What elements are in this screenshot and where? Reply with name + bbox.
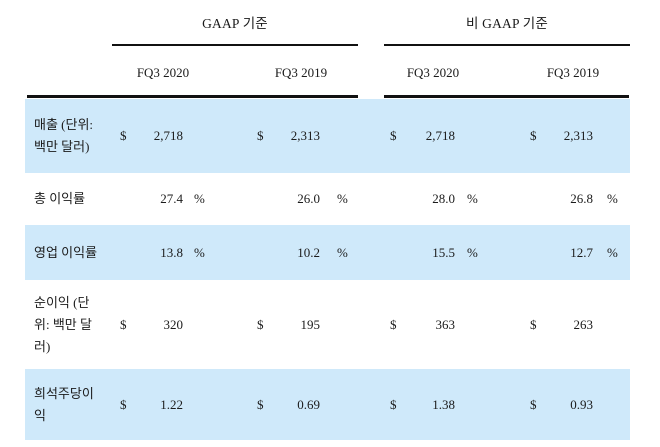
cell-value: 2,718: [153, 128, 183, 143]
non-gaap-header-rule: [384, 44, 630, 46]
cell-value: 1.38: [432, 396, 455, 412]
cell-group-non-gaap-2019: 12.7 %: [520, 225, 630, 280]
table-row-gross-margin: 총 이익률 27.4 % 26.0 % 28.0 % 26.8 %: [25, 173, 630, 225]
cell-group-gaap-2020: 27.4 %: [112, 173, 250, 225]
column-header-non-gaap-fq3-2020: FQ3 2020: [406, 65, 460, 80]
row-label: 희석주당이익: [34, 385, 94, 423]
cell-value: 26.0: [297, 191, 320, 206]
cell-unit: %: [194, 244, 205, 260]
currency-symbol: $: [257, 316, 264, 332]
currency-symbol: $: [120, 316, 127, 332]
currency-symbol: $: [120, 396, 127, 412]
cell-group-non-gaap-2019: $ 2,313: [520, 99, 630, 173]
cell-group-non-gaap-2019: $ 263: [520, 280, 630, 369]
cell-group-gaap-2020: $ 1.22: [112, 369, 250, 440]
currency-symbol: $: [530, 128, 537, 143]
cell-value: 1.22: [160, 396, 183, 412]
cell-group-gaap-2019: 26.0 %: [250, 173, 384, 225]
cell-group-non-gaap-2020: 15.5 %: [384, 225, 520, 280]
table-row-revenue: 매출 (단위: 백만 달러) $ 2,718 $ 2,313 $ 2,718 $…: [25, 99, 630, 173]
row-label: 매출 (단위: 백만 달러): [34, 117, 94, 154]
group-header-gaap: GAAP 기준: [202, 16, 268, 31]
cell-value: 28.0: [432, 191, 455, 206]
cell-value: 195: [300, 316, 321, 332]
cell-value: 263: [573, 316, 594, 332]
table-row-diluted-eps: 희석주당이익 $ 1.22 $ 0.69 $ 1.38 $ 0.93: [25, 369, 630, 440]
currency-symbol: $: [390, 396, 397, 412]
cell-group-non-gaap-2020: $ 1.38: [384, 369, 520, 440]
cell-value: 15.5: [432, 244, 455, 260]
currency-symbol: $: [120, 128, 127, 143]
cell-unit: %: [337, 244, 348, 260]
cell-group-non-gaap-2020: $ 363: [384, 280, 520, 369]
cell-value: 26.8: [570, 191, 593, 206]
cell-unit: %: [607, 244, 618, 260]
cell-value: 2,313: [563, 128, 593, 143]
group-header-non-gaap: 비 GAAP 기준: [465, 16, 549, 31]
cell-value: 363: [435, 316, 456, 332]
row-label: 총 이익률: [34, 191, 86, 206]
cell-value: 13.8: [160, 244, 183, 260]
cell-value: 12.7: [570, 244, 593, 260]
cell-group-gaap-2019: $ 0.69: [250, 369, 384, 440]
cell-group-non-gaap-2019: 26.8 %: [520, 173, 630, 225]
cell-group-gaap-2019: $ 2,313: [250, 99, 384, 173]
currency-symbol: $: [530, 396, 537, 412]
cell-group-gaap-2020: $ 320: [112, 280, 250, 369]
cell-value: 2,718: [425, 128, 455, 143]
cell-group-gaap-2019: $ 195: [250, 280, 384, 369]
currency-symbol: $: [390, 128, 397, 143]
currency-symbol: $: [257, 396, 264, 412]
row-label: 영업 이익률: [34, 244, 98, 260]
column-header-gaap-fq3-2020: FQ3 2020: [136, 65, 190, 80]
cell-group-gaap-2019: 10.2 %: [250, 225, 384, 280]
table-top-rule-right: [384, 95, 629, 98]
gaap-header-rule: [112, 44, 358, 46]
table-row-operating-margin: 영업 이익률 13.8 % 10.2 % 15.5 % 12.7 %: [25, 225, 630, 280]
cell-unit: %: [467, 191, 478, 206]
table-body: 매출 (단위: 백만 달러) $ 2,718 $ 2,313 $ 2,718 $…: [25, 99, 630, 440]
currency-symbol: $: [530, 316, 537, 332]
table-top-rule-left: [27, 95, 358, 98]
cell-value: 0.93: [570, 396, 593, 412]
column-header-gaap-fq3-2019: FQ3 2019: [274, 65, 328, 80]
table-row-net-income: 순이익 (단위: 백만 달러) $ 320 $ 195 $ 363 $ 263: [25, 280, 630, 369]
cell-group-non-gaap-2020: 28.0 %: [384, 173, 520, 225]
cell-value: 27.4: [160, 191, 183, 206]
cell-group-non-gaap-2019: $ 0.93: [520, 369, 630, 440]
cell-value: 0.69: [297, 396, 320, 412]
cell-unit: %: [337, 191, 348, 206]
cell-unit: %: [194, 191, 205, 206]
cell-unit: %: [467, 244, 478, 260]
cell-group-gaap-2020: 13.8 %: [112, 225, 250, 280]
column-header-non-gaap-fq3-2019: FQ3 2019: [546, 65, 600, 80]
cell-group-non-gaap-2020: $ 2,718: [384, 99, 520, 173]
cell-group-gaap-2020: $ 2,718: [112, 99, 250, 173]
cell-value: 10.2: [297, 244, 320, 260]
cell-unit: %: [607, 191, 618, 206]
cell-value: 320: [163, 316, 184, 332]
cell-value: 2,313: [290, 128, 320, 143]
row-label: 순이익 (단위: 백만 달러): [34, 294, 92, 354]
currency-symbol: $: [390, 316, 397, 332]
currency-symbol: $: [257, 128, 264, 143]
